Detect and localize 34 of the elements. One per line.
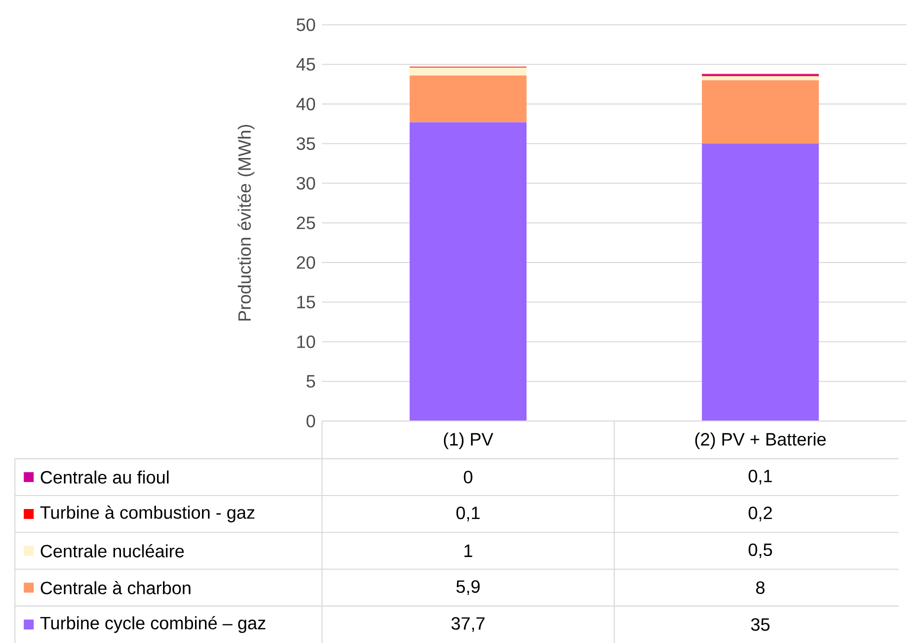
y-tick-label: 5 xyxy=(306,374,316,388)
data-label: 0,2 xyxy=(748,506,772,522)
data-label: 0,1 xyxy=(456,506,480,522)
data-label: 0,5 xyxy=(748,543,772,558)
data-label: 35 xyxy=(751,618,770,631)
data-label: 0 xyxy=(464,470,472,484)
y-tick-label: 20 xyxy=(296,256,316,269)
data-label: 5,9 xyxy=(456,580,480,595)
y-tick-label: 35 xyxy=(296,137,316,150)
y-tick-label: 30 xyxy=(296,176,316,190)
bar xyxy=(702,143,819,421)
y-tick-label: 0 xyxy=(306,414,316,428)
y-axis-title: Production évitée (MWh) xyxy=(238,124,254,320)
legend-label: Centrale à charbon xyxy=(40,580,190,594)
bar xyxy=(410,122,527,421)
bar xyxy=(410,67,527,76)
data-label: 0,1 xyxy=(748,470,772,484)
data-label: 8 xyxy=(756,581,765,594)
y-tick-label: 40 xyxy=(296,97,316,110)
legend-label: Centrale nucléaire xyxy=(40,544,184,558)
y-tick-label: 15 xyxy=(297,296,316,308)
legend-label: Centrale au fioul xyxy=(40,470,169,484)
bar xyxy=(410,75,527,122)
y-tick-label: 25 xyxy=(296,216,316,229)
legend-label: Turbine cycle combiné – gaz xyxy=(40,616,266,633)
x-tick-label: (1) PV xyxy=(444,432,494,449)
y-tick-label: 45 xyxy=(296,58,316,70)
x-tick-label: (2) PV + Batterie xyxy=(695,432,826,449)
data-label: 1 xyxy=(464,544,472,557)
y-tick-label: 10 xyxy=(297,335,316,348)
bar xyxy=(702,80,819,144)
data-label: 37,7 xyxy=(451,616,485,632)
legend-label: Turbine à combustion - gaz xyxy=(40,505,254,522)
y-tick-label: 50 xyxy=(296,18,316,31)
